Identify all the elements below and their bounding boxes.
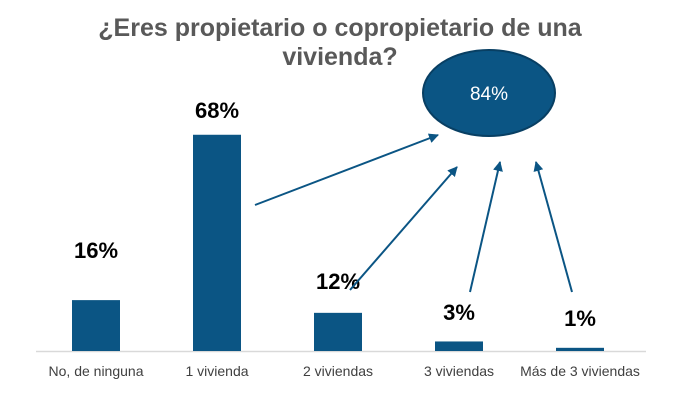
bar-4 — [556, 347, 604, 351]
annotation-arrow-0 — [254, 133, 439, 206]
bar-1 — [193, 134, 241, 351]
bar-3 — [435, 341, 483, 351]
category-label-3: 3 viviendas — [424, 363, 494, 379]
data-label-4: 1% — [564, 306, 596, 331]
bar-0 — [72, 300, 120, 351]
annotation-arrow-1 — [349, 166, 458, 291]
data-label-2: 12% — [316, 269, 360, 294]
category-label-2: 2 viviendas — [303, 363, 373, 379]
data-label-3: 3% — [443, 300, 475, 325]
annotation-arrow-3 — [533, 161, 573, 293]
bar-2 — [314, 312, 362, 351]
annotation-arrow-2 — [469, 161, 503, 293]
category-label-4: Más de 3 viviendas — [520, 363, 640, 379]
data-label-0: 16% — [74, 238, 118, 263]
data-label-1: 68% — [195, 98, 239, 123]
annotation-ellipse — [422, 49, 556, 137]
chart-title: ¿Eres propietario o copropietario de una… — [98, 14, 582, 71]
category-label-1: 1 vivienda — [185, 363, 248, 379]
category-label-0: No, de ninguna — [49, 363, 144, 379]
annotation-label: 84% — [470, 84, 508, 105]
